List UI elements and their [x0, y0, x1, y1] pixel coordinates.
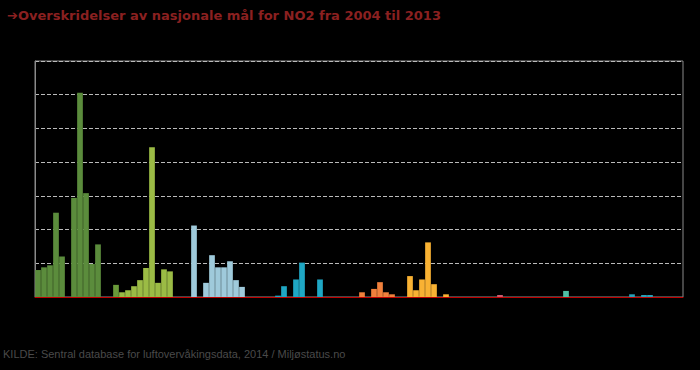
svg-text:➔Overskridelser av nasjonale m: ➔Overskridelser av nasjonale mål for NO2…	[7, 8, 441, 23]
svg-text:KILDE: Sentral database for lu: KILDE: Sentral database for luftovervåki…	[3, 348, 345, 360]
